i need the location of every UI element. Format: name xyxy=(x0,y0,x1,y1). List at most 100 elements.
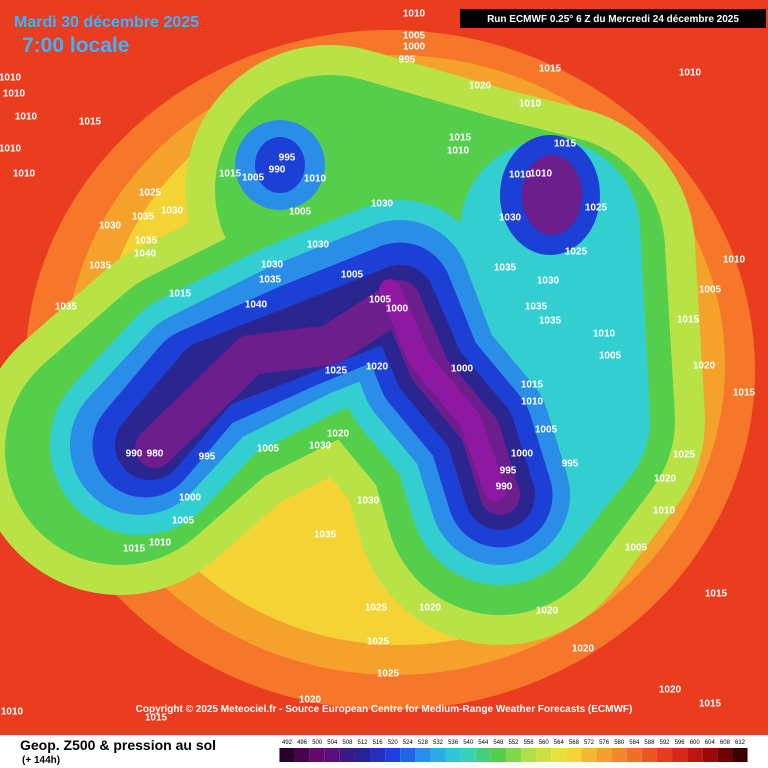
legend-level: 520 xyxy=(388,740,399,746)
isobar-label: 1015 xyxy=(554,139,577,150)
legend-swatch xyxy=(732,748,748,762)
legend-level: 508 xyxy=(342,740,353,746)
isobar-label: 1020 xyxy=(659,685,682,696)
trough xyxy=(0,45,705,645)
isobar-label: 1035 xyxy=(135,236,158,247)
isobar-label: 1020 xyxy=(366,362,389,373)
isobar-label: 1005 xyxy=(172,516,195,527)
legend-level: 492 xyxy=(282,740,293,746)
run-info: Run ECMWF 0.25° 6 Z du Mercredi 24 décem… xyxy=(487,14,739,25)
isobar-label: 1030 xyxy=(99,221,122,232)
isobar-label: 1025 xyxy=(673,450,696,461)
legend-swatch xyxy=(551,748,567,762)
legend-level: 548 xyxy=(493,740,504,746)
legend-level: 524 xyxy=(403,740,414,746)
isobar-label: 1015 xyxy=(79,117,102,128)
isobar-label: 1015 xyxy=(169,289,192,300)
isobar-label: 1010 xyxy=(521,397,544,408)
isobar-label: 1005 xyxy=(341,270,364,281)
legend-level: 596 xyxy=(675,740,686,746)
legend-swatch xyxy=(596,748,612,762)
isobar-label: 1015 xyxy=(677,315,700,326)
legend-swatch xyxy=(687,748,703,762)
legend-level: 580 xyxy=(614,740,625,746)
isobar-label: 980 xyxy=(147,449,164,460)
time: 7:00 locale xyxy=(22,34,129,57)
isobar-label: 1035 xyxy=(55,302,78,313)
legend-level: 544 xyxy=(478,740,489,746)
legend-swatch xyxy=(400,748,416,762)
legend-swatch xyxy=(460,748,476,762)
isobar-label: 995 xyxy=(279,153,296,164)
legend-level: 532 xyxy=(433,740,444,746)
legend-level: 556 xyxy=(524,740,535,746)
isobar-label: 1005 xyxy=(242,173,265,184)
legend-swatch xyxy=(339,748,355,762)
legend-swatch xyxy=(415,748,431,762)
isobar-label: 1030 xyxy=(261,260,284,271)
legend-level: 512 xyxy=(357,740,368,746)
legend-level: 612 xyxy=(735,740,746,746)
legend-level: 592 xyxy=(659,740,670,746)
low xyxy=(255,137,305,193)
isobar-label: 1015 xyxy=(219,169,242,180)
isobar-label: 1020 xyxy=(536,606,559,617)
isobar-label: 1030 xyxy=(307,240,330,251)
isobar-label: 1020 xyxy=(299,695,322,706)
isobar-label: 1000 xyxy=(386,304,409,315)
isobar-label: 1030 xyxy=(499,213,522,224)
legend-level: 604 xyxy=(705,740,716,746)
isobar-label: 1020 xyxy=(469,81,492,92)
isobar-label: 1035 xyxy=(132,212,155,223)
isobar-label: 1015 xyxy=(705,589,728,600)
legend-level: 516 xyxy=(373,740,384,746)
isobar-label: 1020 xyxy=(327,429,350,440)
legend-level: 608 xyxy=(720,740,731,746)
isobar-label: 1010 xyxy=(1,707,24,718)
isobar-label: 1010 xyxy=(723,255,746,266)
run-box xyxy=(460,9,766,28)
legend-level: 576 xyxy=(599,740,610,746)
isobar-label: 1025 xyxy=(325,366,348,377)
isobar-label: 1010 xyxy=(679,68,702,79)
isobar-label: 1035 xyxy=(494,263,517,274)
low xyxy=(522,155,582,235)
legend-level: 588 xyxy=(644,740,655,746)
isobar-label: 1015 xyxy=(145,713,168,724)
isobar-label: 1020 xyxy=(654,474,677,485)
isobar-label: 1035 xyxy=(525,302,548,313)
legend-swatch xyxy=(672,748,688,762)
isobar-label: 1010 xyxy=(519,99,542,110)
isobar-label: 1000 xyxy=(403,42,426,53)
legend-level: 600 xyxy=(690,740,701,746)
isobar-label: 1015 xyxy=(449,133,472,144)
legend-swatch xyxy=(279,748,295,762)
isobar-label: 1015 xyxy=(521,380,544,391)
isobar-label: 1030 xyxy=(309,441,332,452)
legend-swatch xyxy=(490,748,506,762)
isobar-label: 1035 xyxy=(89,261,112,272)
legend-swatch xyxy=(641,748,657,762)
isobar-label: 1005 xyxy=(369,295,392,306)
isobar-label: 1010 xyxy=(15,112,38,123)
legend-swatch xyxy=(445,748,461,762)
isobar-label: 1005 xyxy=(625,543,648,554)
isobar-label: 1010 xyxy=(403,9,426,20)
isobar-label: 1000 xyxy=(451,364,474,375)
isobar-label: 1040 xyxy=(245,300,268,311)
isobar-label: 1010 xyxy=(3,89,26,100)
isobar-label: 1015 xyxy=(733,388,756,399)
isobar-label: 1010 xyxy=(0,144,22,155)
legend-swatch xyxy=(566,748,582,762)
isobar-label: 995 xyxy=(562,459,579,470)
legend-level: 552 xyxy=(508,740,519,746)
isobar-label: 1010 xyxy=(149,538,172,549)
legend-level: 504 xyxy=(327,740,338,746)
isobar-label: 1010 xyxy=(593,329,616,340)
isobar-label: 995 xyxy=(399,55,416,66)
legend-swatch xyxy=(656,748,673,762)
legend-level: 572 xyxy=(584,740,595,746)
legend-level: 564 xyxy=(554,740,565,746)
legend-swatch xyxy=(309,748,325,762)
